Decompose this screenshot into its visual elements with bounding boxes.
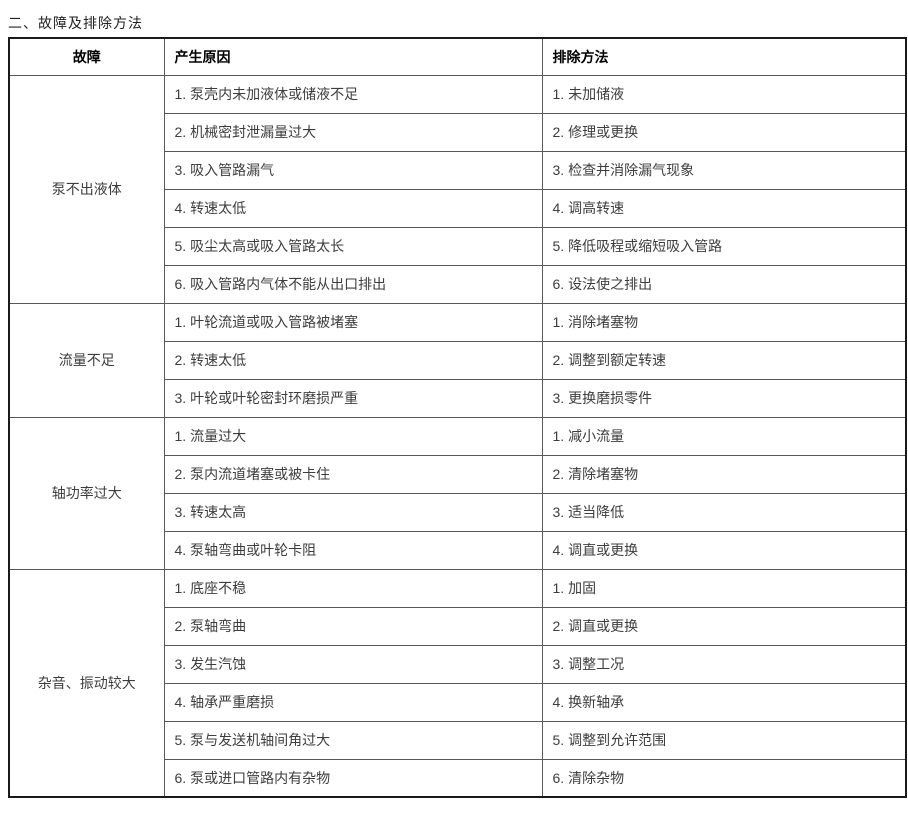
remedy-cell: 6. 设法使之排出 — [541, 264, 907, 304]
remedy-cell: 2. 调整到额定转速 — [541, 340, 907, 380]
cause-cell: 4. 转速太低 — [163, 188, 543, 228]
remedy-cell: 4. 调直或更换 — [541, 530, 907, 570]
remedy-cell: 4. 换新轴承 — [541, 682, 907, 722]
cause-cell: 1. 叶轮流道或吸入管路被堵塞 — [163, 302, 543, 342]
cause-cell: 3. 转速太高 — [163, 492, 543, 532]
cause-cell: 5. 泵与发送机轴间角过大 — [163, 720, 543, 760]
cause-cell: 3. 发生汽蚀 — [163, 644, 543, 684]
cause-cell: 5. 吸尘太高或吸入管路太长 — [163, 226, 543, 266]
cause-cell: 1. 底座不稳 — [163, 568, 543, 608]
fault-cell-pump-no-liquid: 泵不出液体 — [8, 74, 165, 304]
remedy-cell: 3. 调整工况 — [541, 644, 907, 684]
cause-cell: 1. 流量过大 — [163, 416, 543, 456]
table-row: 2. 泵内流道堵塞或被卡住 2. 清除堵塞物 — [9, 454, 907, 494]
remedy-cell: 1. 消除堵塞物 — [541, 302, 907, 342]
cause-cell: 4. 轴承严重磨损 — [163, 682, 543, 722]
remedy-cell: 6. 清除杂物 — [541, 758, 907, 798]
fault-cell-noise-vibration: 杂音、振动较大 — [8, 568, 165, 798]
remedy-cell: 3. 适当降低 — [541, 492, 907, 532]
cause-cell: 3. 叶轮或叶轮密封环磨损严重 — [163, 378, 543, 418]
page-title: 二、故障及排除方法 — [8, 15, 143, 31]
table-row: 3. 转速太高 3. 适当降低 — [9, 492, 907, 532]
remedy-cell: 1. 加固 — [541, 568, 907, 608]
cause-cell: 2. 泵轴弯曲 — [163, 606, 543, 646]
table-row: 6. 吸入管路内气体不能从出口排出 6. 设法使之排出 — [9, 264, 907, 304]
table-row: 轴功率过大 1. 流量过大 1. 减小流量 — [8, 416, 907, 570]
table-row: 2. 机械密封泄漏量过大 2. 修理或更换 — [9, 112, 907, 152]
column-header-fault: 故障 — [8, 37, 165, 76]
cause-cell: 2. 泵内流道堵塞或被卡住 — [163, 454, 543, 494]
column-header-remedy: 排除方法 — [541, 37, 907, 76]
fault-cell-shaft-power-high: 轴功率过大 — [8, 416, 165, 570]
remedy-cell: 5. 调整到允许范围 — [541, 720, 907, 760]
cause-cell: 2. 转速太低 — [163, 340, 543, 380]
remedy-cell: 5. 降低吸程或缩短吸入管路 — [541, 226, 907, 266]
remedy-cell: 3. 检查并消除漏气现象 — [541, 150, 907, 190]
column-header-cause: 产生原因 — [163, 37, 543, 76]
table-row: 4. 轴承严重磨损 4. 换新轴承 — [9, 682, 907, 722]
cause-cell: 6. 吸入管路内气体不能从出口排出 — [163, 264, 543, 304]
table-row: 3. 发生汽蚀 3. 调整工况 — [9, 644, 907, 684]
table-row: 5. 吸尘太高或吸入管路太长 5. 降低吸程或缩短吸入管路 — [9, 226, 907, 266]
cause-cell: 6. 泵或进口管路内有杂物 — [163, 758, 543, 798]
remedy-cell: 1. 减小流量 — [541, 416, 907, 456]
remedy-cell: 2. 清除堵塞物 — [541, 454, 907, 494]
table-row: 2. 泵轴弯曲 2. 调直或更换 — [9, 606, 907, 646]
remedy-cell: 1. 未加储液 — [541, 74, 907, 114]
cause-cell: 1. 泵壳内未加液体或储液不足 — [163, 74, 543, 114]
fault-cell-insufficient-flow: 流量不足 — [8, 302, 165, 418]
table-header-row: 故障 产生原因 排除方法 — [8, 37, 907, 76]
remedy-cell: 3. 更换磨损零件 — [541, 378, 907, 418]
cause-cell: 2. 机械密封泄漏量过大 — [163, 112, 543, 152]
remedy-cell: 2. 修理或更换 — [541, 112, 907, 152]
cause-cell: 4. 泵轴弯曲或叶轮卡阻 — [163, 530, 543, 570]
table-row: 流量不足 1. 叶轮流道或吸入管路被堵塞 1. 消除堵塞物 — [8, 302, 907, 418]
remedy-cell: 4. 调高转速 — [541, 188, 907, 228]
table-row: 4. 泵轴弯曲或叶轮卡阻 4. 调直或更换 — [9, 530, 907, 570]
table-row: 6. 泵或进口管路内有杂物 6. 清除杂物 — [9, 758, 907, 798]
table-row: 3. 吸入管路漏气 3. 检查并消除漏气现象 — [9, 150, 907, 190]
table-row: 泵不出液体 1. 泵壳内未加液体或储液不足 1. 未加储液 — [8, 74, 907, 304]
cause-cell: 3. 吸入管路漏气 — [163, 150, 543, 190]
table-row: 3. 叶轮或叶轮密封环磨损严重 3. 更换磨损零件 — [9, 378, 907, 418]
table-row: 杂音、振动较大 1. 底座不稳 1. 加固 — [8, 568, 907, 798]
fault-remedy-table: 故障 产生原因 排除方法 泵不出液体 1. 泵壳内未加液体或储液不足 1. 未加… — [8, 37, 907, 798]
table-row: 4. 转速太低 4. 调高转速 — [9, 188, 907, 228]
table-row: 5. 泵与发送机轴间角过大 5. 调整到允许范围 — [9, 720, 907, 760]
remedy-cell: 2. 调直或更换 — [541, 606, 907, 646]
table-row: 2. 转速太低 2. 调整到额定转速 — [9, 340, 907, 380]
